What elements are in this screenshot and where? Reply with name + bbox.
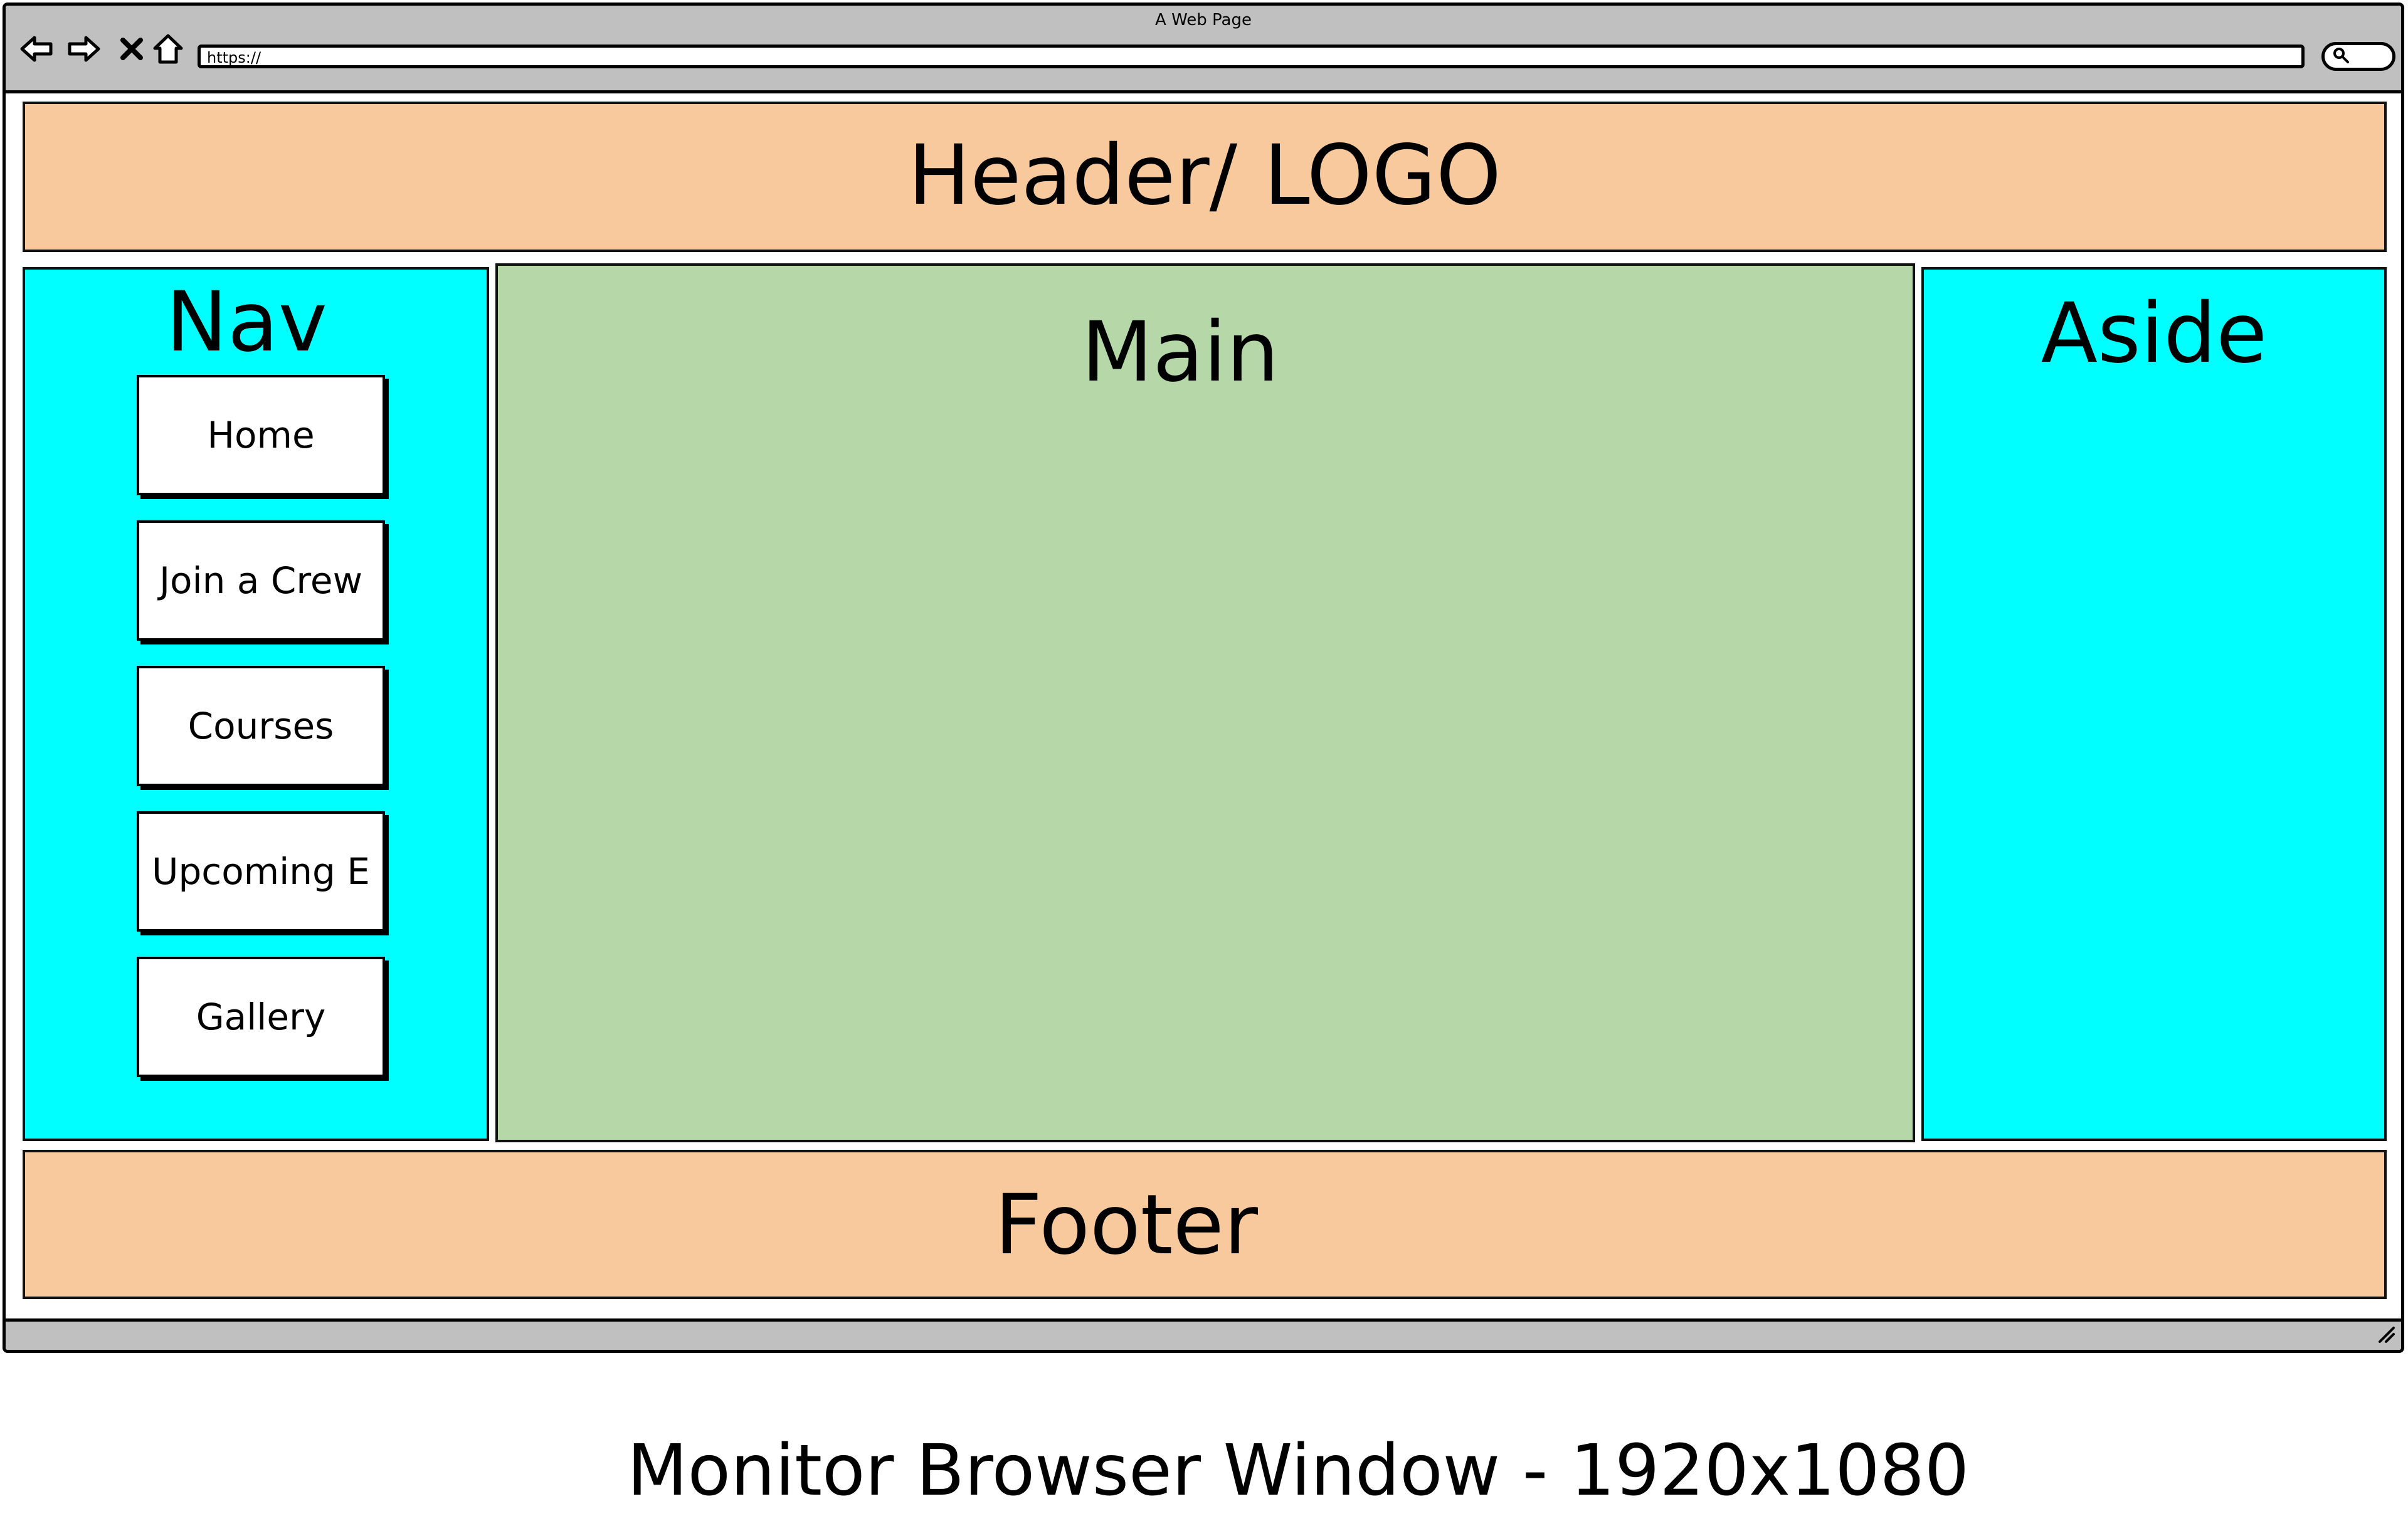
arrow-left-icon[interactable] [18,31,55,67]
search-icon [2332,46,2350,69]
url-input[interactable]: https:// [198,45,2305,68]
header-label: Header/ LOGO [908,127,1501,224]
nav-item-courses[interactable]: Courses [137,666,385,786]
nav-item-gallery[interactable]: Gallery [137,957,385,1077]
nav-item-join-a-crew[interactable]: Join a Crew [137,520,385,641]
diagram-caption: Monitor Browser Window - 1920x1080 [626,1430,1970,1512]
footer-label: Footer [995,1177,1258,1273]
main-label: Main [1081,304,1279,401]
window-title: A Web Page [1155,11,1252,29]
browser-statusbar [6,1318,2401,1350]
footer-region: Footer [23,1150,2387,1299]
resize-grip-icon[interactable] [2376,1324,2396,1349]
nav-item-upcoming-events[interactable]: Upcoming E [137,811,385,932]
search-box[interactable] [2321,42,2395,71]
aside-region: Aside [1921,267,2387,1141]
main-region: Main [495,263,1915,1142]
home-icon[interactable] [150,31,186,67]
nav-label: Nav [166,274,327,371]
arrow-right-icon[interactable] [66,31,102,67]
nav-item-home[interactable]: Home [137,375,385,495]
header-region: Header/ LOGO [23,102,2387,252]
aside-label: Aside [2041,285,2268,382]
close-icon[interactable] [114,31,150,67]
browser-titlebar: A Web Page https:// [6,6,2401,93]
